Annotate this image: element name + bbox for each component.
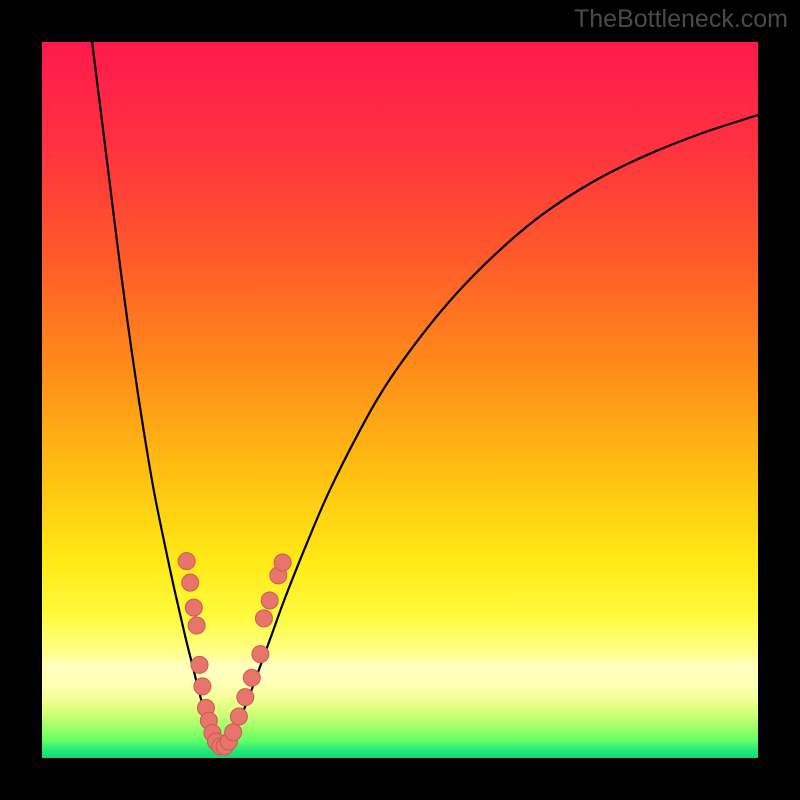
chart-svg: [42, 42, 758, 758]
data-marker: [252, 646, 269, 663]
data-marker: [194, 678, 211, 695]
marker-group: [178, 553, 291, 755]
data-marker: [185, 599, 202, 616]
data-marker: [191, 656, 208, 673]
data-marker: [255, 610, 272, 627]
data-marker: [237, 689, 254, 706]
plot-area: [42, 42, 758, 758]
curve-right: [222, 115, 758, 748]
data-marker: [261, 592, 278, 609]
data-marker: [230, 708, 247, 725]
watermark-text: TheBottleneck.com: [574, 5, 788, 34]
data-marker: [188, 617, 205, 634]
data-marker: [178, 553, 195, 570]
data-marker: [225, 724, 242, 741]
curve-left: [92, 42, 222, 748]
data-marker: [243, 669, 260, 686]
data-marker: [274, 554, 291, 571]
data-marker: [182, 574, 199, 591]
